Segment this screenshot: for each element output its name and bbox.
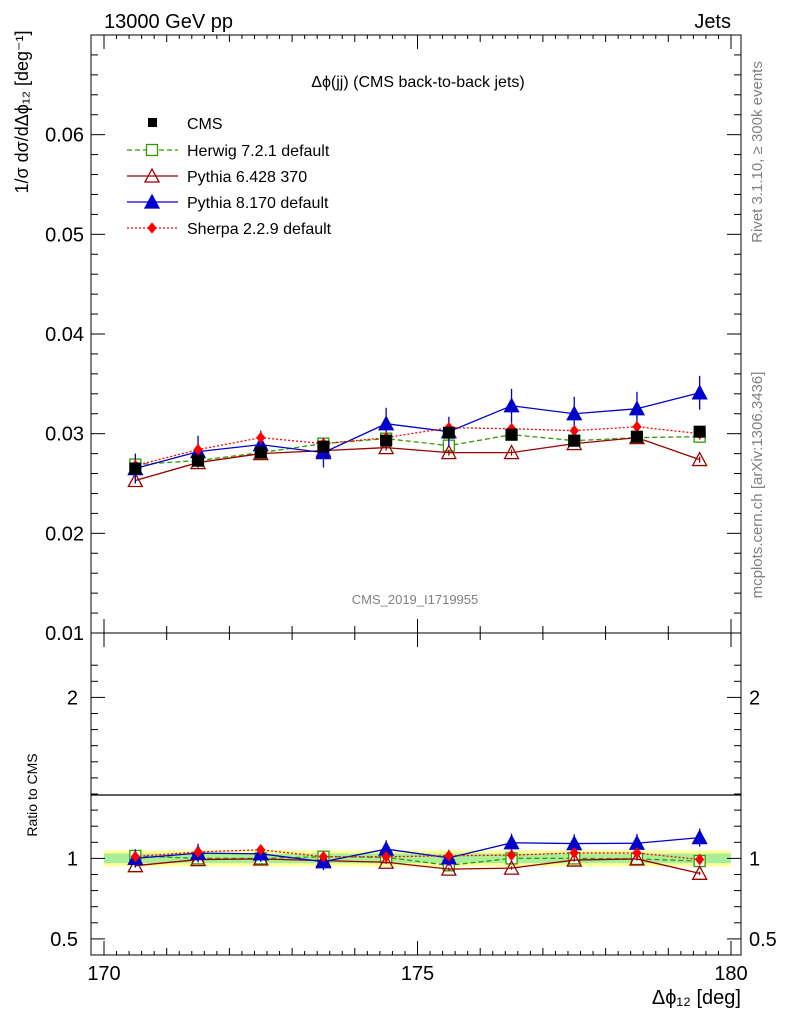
mcplots-reference-label: mcplots.cern.ch [arXiv:1306.3436] [749, 372, 766, 599]
series-point [569, 424, 579, 437]
cms-data-point [192, 454, 205, 467]
y-axis-label: 1/σ dσ/dΔϕ₁₂ [deg⁻¹] [12, 31, 32, 194]
ratio-plot-frame [90, 632, 742, 956]
x-tick-label: 175 [401, 963, 434, 985]
ratio-point [569, 847, 579, 859]
series-point [566, 405, 583, 421]
ratio-point [503, 834, 520, 850]
ratio-tick-label: 0.5 [50, 929, 78, 951]
ratio-point [318, 850, 329, 863]
x-tick-label: 170 [87, 963, 120, 985]
ratio-point [503, 859, 520, 875]
series-line [135, 426, 700, 467]
cms-data-point [568, 434, 581, 447]
y-tick-label: 0.01 [45, 623, 84, 645]
y-tick-label: 0.05 [45, 224, 84, 246]
analysis-watermark: CMS_2019_I1719955 [352, 592, 479, 607]
series-point [632, 420, 642, 433]
ratio-tick-label: 2 [67, 687, 78, 709]
cms-data-point [442, 426, 455, 439]
legend-label: Pythia 8.170 default [187, 195, 329, 212]
ratio-point [566, 851, 583, 867]
ratio-point [381, 850, 391, 863]
legend-label-cms: CMS [187, 116, 223, 133]
y-tick-label: 0.03 [45, 424, 84, 446]
main-series-group [127, 375, 708, 488]
cms-data-point [630, 430, 643, 443]
series-point [691, 384, 708, 400]
ratio-axis-label: Ratio to CMS [24, 753, 40, 836]
y-tick-label: 0.02 [45, 523, 84, 545]
ratio-point [506, 849, 517, 861]
legend-label: Herwig 7.2.1 default [187, 143, 330, 160]
cms-data-point [693, 425, 706, 438]
legend-label: Sherpa 2.2.9 default [187, 221, 332, 238]
ratio-series-line [135, 855, 700, 867]
energy-label: 13000 GeV pp [104, 11, 233, 33]
cms-data-point [317, 440, 330, 453]
series-line [135, 436, 700, 482]
x-axis-label: Δϕ₁₂ [deg] [652, 987, 741, 1009]
cms-data-point [129, 462, 142, 475]
series-point [691, 451, 708, 467]
ratio-point [378, 853, 395, 869]
cms-data-group [129, 425, 706, 475]
ratio-point [256, 844, 266, 856]
ratio-tick-label: 2 [749, 687, 760, 709]
ratio-tick-label: 1 [749, 848, 760, 870]
series-point [256, 431, 266, 444]
legend-entry-cms: CMS [148, 116, 223, 133]
legend-marker [143, 167, 161, 183]
series-point [440, 444, 457, 460]
ratio-point [628, 850, 646, 866]
ratio-point [440, 860, 457, 876]
process-label: Jets [694, 11, 731, 33]
ratio-point [127, 857, 144, 873]
ratio-point [130, 850, 140, 863]
series-point [503, 444, 520, 460]
ratio-point [691, 864, 708, 880]
ratio-point [444, 849, 454, 862]
series-line [135, 392, 700, 470]
ratio-point [695, 853, 705, 866]
cms-data-point [505, 428, 518, 441]
legend-marker-cms [148, 118, 157, 127]
legend-marker [143, 193, 161, 209]
legend-marker [147, 222, 157, 234]
cms-data-point [254, 446, 267, 459]
series-point [127, 472, 144, 488]
series-line [135, 434, 700, 466]
ratio-point [193, 846, 203, 858]
y-tick-label: 0.04 [45, 324, 84, 346]
series-point [503, 397, 520, 413]
chart-title: Δϕ(jj) (CMS back-to-back jets) [311, 74, 524, 91]
ratio-tick-label: 1 [67, 848, 78, 870]
legend-marker [145, 143, 159, 157]
ratio-series-line [135, 836, 700, 863]
legend-label: Pythia 6.428 370 [187, 169, 307, 186]
series-point [378, 415, 395, 431]
rivet-version-label: Rivet 3.1.10, ≥ 300k events [749, 61, 766, 243]
x-tick-label: 180 [714, 963, 747, 985]
series-point [628, 400, 646, 416]
series-point [378, 439, 395, 455]
ratio-point [632, 847, 642, 859]
ratio-series-line [135, 858, 700, 874]
y-tick-label: 0.06 [45, 125, 84, 147]
axes-ticks: 170 175 180 0.01 0.02 0.03 0.04 0.05 0.06 0.5 0.5 1… [45, 34, 777, 985]
legend: CMS Herwig 7.2.1 default Pythia 6.428 370… [127, 116, 332, 238]
ratio-tick-label: 0.5 [749, 929, 777, 951]
cms-data-point [380, 434, 393, 447]
ratio-point [691, 829, 708, 845]
ratio-series-group [127, 828, 708, 880]
